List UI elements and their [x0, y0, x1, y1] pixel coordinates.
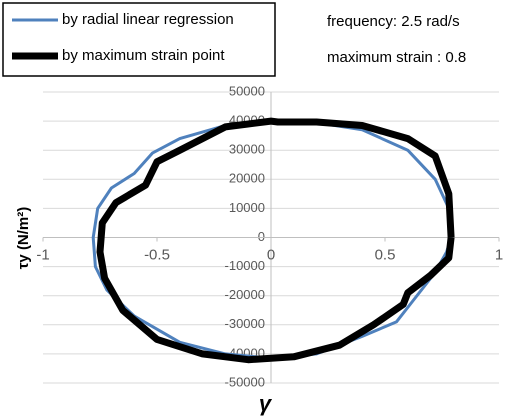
annotation: maximum strain : 0.8 — [327, 49, 466, 66]
x-axis-label: γ — [259, 391, 273, 416]
series-line — [91, 119, 453, 360]
y-tick-label: 0 — [258, 229, 265, 244]
legend-box — [2, 2, 276, 77]
y-tick-label: -50000 — [225, 374, 265, 389]
y-tick-label: 50000 — [229, 83, 265, 98]
x-tick-label: -1 — [36, 246, 49, 263]
y-axis-label: τy (N/m²) — [15, 207, 32, 270]
legend-label: by radial linear regression — [62, 11, 234, 28]
x-tick-label: 0.5 — [375, 246, 396, 263]
annotation: frequency: 2.5 rad/s — [327, 13, 460, 30]
x-tick-label: 1 — [495, 246, 503, 263]
y-tick-label: 10000 — [229, 200, 265, 215]
x-tick-label: 0 — [267, 246, 275, 263]
x-tick-label: -0.5 — [144, 246, 170, 263]
series-line — [96, 117, 455, 364]
y-tick-label: 20000 — [229, 171, 265, 186]
y-tick-label: -10000 — [225, 258, 265, 273]
legend-label: by maximum strain point — [62, 47, 225, 64]
y-tick-label: -30000 — [225, 316, 265, 331]
y-tick-label: 30000 — [229, 142, 265, 157]
y-tick-label: -20000 — [225, 287, 265, 302]
